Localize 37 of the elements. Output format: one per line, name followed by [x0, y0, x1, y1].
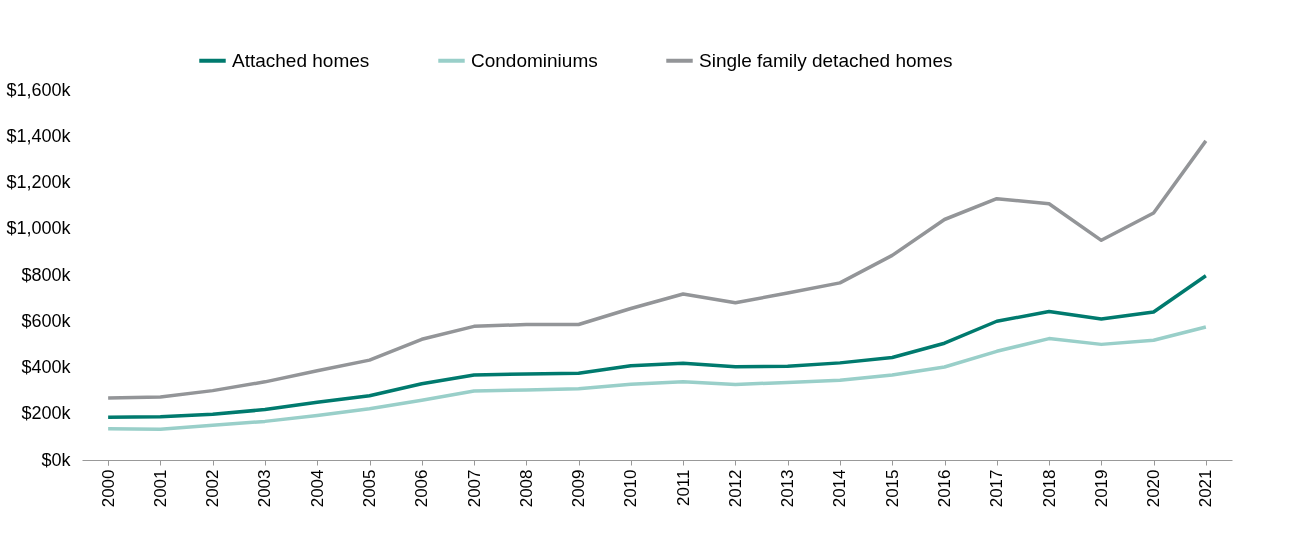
- x-tick-label: 2018: [1039, 469, 1059, 508]
- x-tick-label: 2003: [255, 469, 275, 508]
- y-tick-label: $1,000k: [6, 218, 72, 239]
- x-tick-label: 2007: [464, 469, 484, 508]
- x-tick-label: 2017: [987, 469, 1007, 508]
- x-tick-label: 2001: [150, 469, 170, 508]
- y-tick-label: $200k: [21, 403, 72, 424]
- line-series: [106, 325, 1208, 431]
- y-tick-label: $1,600k: [6, 79, 72, 100]
- x-tick-label: 2008: [516, 469, 536, 508]
- x-tick-label: 2012: [725, 469, 745, 508]
- x-tick-label: 2015: [882, 469, 902, 508]
- legend-label: Single family detached homes: [699, 49, 953, 71]
- legend-label: Attached homes: [232, 49, 370, 71]
- y-tick-label: $400k: [21, 357, 72, 377]
- x-tick-label: 2013: [778, 469, 798, 508]
- y-tick-label: $1,400k: [6, 125, 72, 146]
- x-tick-label: 2005: [360, 469, 379, 508]
- y-tick-label: $600k: [21, 310, 72, 331]
- line-series: [106, 273, 1208, 419]
- x-tick-label: 2019: [1091, 469, 1111, 508]
- x-tick-label: 2016: [935, 469, 954, 508]
- x-tick-label: 2021: [1196, 469, 1216, 508]
- x-tick-label: 2000: [98, 469, 118, 508]
- x-tick-label: 2009: [569, 469, 589, 508]
- x-tick-label: 2006: [412, 469, 432, 508]
- x-tick-label: 2020: [1144, 469, 1164, 508]
- x-tick-label: 2010: [621, 469, 641, 508]
- y-tick-label: $0k: [41, 449, 72, 470]
- x-tick-label: 2002: [203, 469, 223, 508]
- y-tick-label: $800k: [21, 264, 72, 285]
- legend-label: Condominiums: [471, 49, 598, 71]
- x-tick-label: 2004: [307, 469, 327, 508]
- x-tick-label: 2011: [673, 469, 693, 507]
- line-series: [106, 139, 1208, 400]
- x-tick-label: 2014: [830, 469, 850, 508]
- y-tick-label: $1,200k: [6, 172, 72, 192]
